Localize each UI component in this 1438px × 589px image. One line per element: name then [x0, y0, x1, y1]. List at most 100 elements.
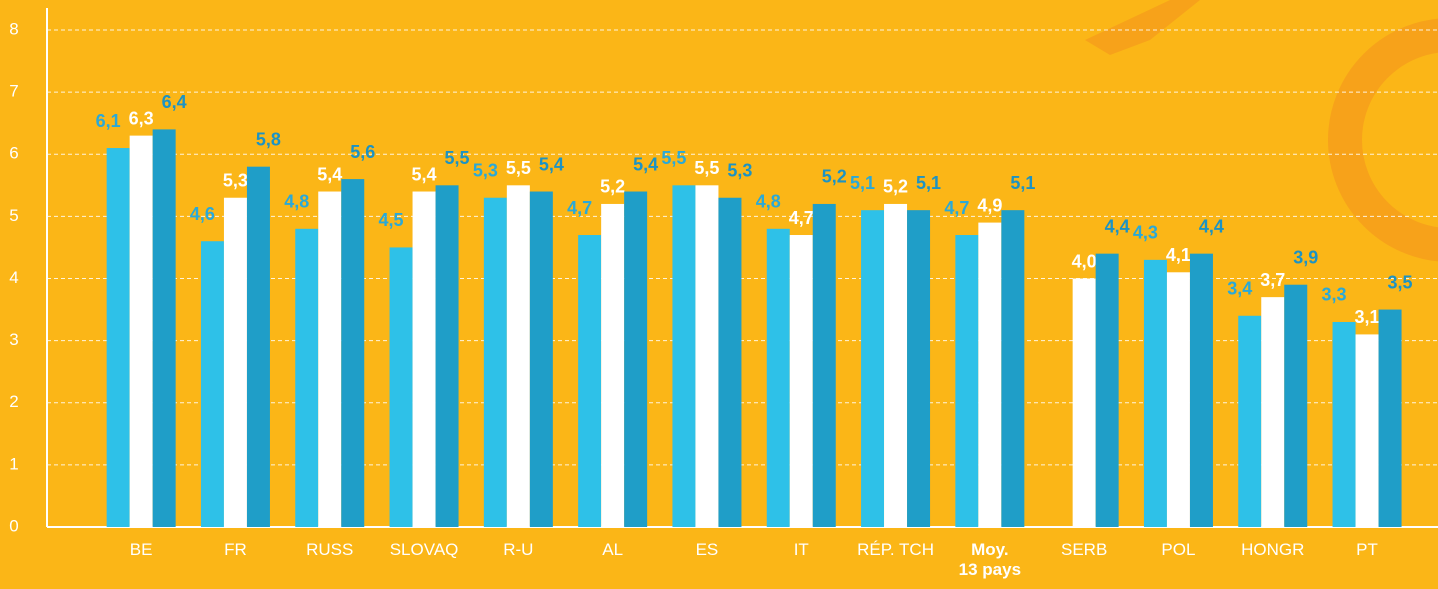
bar — [246, 166, 270, 528]
bar — [1095, 253, 1119, 527]
y-tick-label: 8 — [9, 19, 18, 38]
bar — [1284, 284, 1308, 527]
value-label: 5,8 — [256, 129, 281, 149]
bar — [1143, 259, 1167, 527]
bar — [718, 197, 742, 528]
value-label: 3,9 — [1293, 247, 1318, 267]
x-tick-label: AL — [602, 540, 624, 559]
bar — [789, 235, 813, 527]
bar — [129, 135, 153, 528]
x-tick-label: POL — [1161, 540, 1196, 559]
value-label: 3,4 — [1227, 279, 1252, 299]
x-tick-label: SERB — [1060, 540, 1108, 559]
value-label: 5,3 — [223, 170, 248, 190]
value-label: 4,1 — [1166, 245, 1191, 265]
bar — [389, 247, 413, 527]
value-label: 4,4 — [1199, 216, 1224, 236]
bar — [295, 228, 319, 528]
bar — [861, 210, 885, 527]
value-label: 5,4 — [412, 164, 437, 184]
x-tick-label: RÉP. TCH — [857, 540, 934, 559]
bar — [578, 235, 602, 527]
value-label: 4,9 — [977, 195, 1002, 215]
bar — [435, 185, 459, 527]
bar — [766, 228, 790, 528]
value-label: 4,7 — [789, 208, 814, 228]
y-tick-label: 3 — [9, 330, 18, 349]
value-label: 5,2 — [600, 177, 625, 197]
value-label: 4,8 — [756, 192, 781, 212]
x-tick-label: PT — [1356, 540, 1378, 559]
value-label: 4,4 — [1105, 216, 1130, 236]
bar — [1166, 272, 1190, 527]
value-label: 5,5 — [694, 158, 719, 178]
value-label: 5,1 — [1010, 173, 1035, 193]
bar — [152, 129, 176, 527]
bar — [695, 185, 719, 527]
bar — [672, 185, 696, 527]
y-tick-label: 6 — [9, 144, 18, 163]
value-label: 5,6 — [350, 142, 375, 162]
bar — [318, 191, 342, 527]
bar — [884, 203, 908, 527]
bar — [978, 222, 1002, 527]
x-tick-label: R-U — [503, 540, 534, 559]
bar — [624, 191, 648, 527]
bar — [1355, 334, 1379, 527]
value-label: 5,1 — [850, 173, 875, 193]
value-label: 3,5 — [1388, 272, 1413, 292]
x-tick-label: RUSS — [306, 540, 354, 559]
x-tick-label: HONGR — [1241, 540, 1305, 559]
value-label: 5,5 — [445, 148, 470, 168]
value-label: 3,1 — [1355, 307, 1380, 327]
value-label: 4,7 — [944, 198, 969, 218]
y-tick-label: 0 — [9, 516, 18, 535]
y-tick-label: 1 — [9, 454, 18, 473]
bar — [1332, 321, 1356, 527]
bar — [200, 241, 224, 527]
value-label: 4,0 — [1072, 251, 1097, 271]
x-tick-label: SLOVAQ — [389, 540, 459, 559]
bar — [1001, 210, 1025, 527]
value-label: 4,5 — [379, 210, 404, 230]
bar — [1261, 297, 1285, 527]
bar — [506, 185, 530, 527]
value-label: 5,5 — [661, 148, 686, 168]
value-label: 5,3 — [727, 160, 752, 180]
value-label: 5,4 — [539, 154, 564, 174]
x-tick-label: FR — [224, 540, 247, 559]
bar — [1238, 315, 1262, 527]
bar — [483, 197, 507, 528]
value-label: 5,4 — [633, 154, 658, 174]
value-label: 5,2 — [883, 177, 908, 197]
value-label: 6,1 — [96, 111, 121, 131]
bar — [341, 179, 365, 527]
bar — [412, 191, 436, 527]
decoration — [1085, 0, 1200, 55]
value-label: 5,1 — [916, 173, 941, 193]
bar — [907, 210, 931, 527]
y-tick-label: 7 — [9, 82, 18, 101]
bar — [812, 203, 836, 527]
bar — [529, 191, 553, 527]
x-tick-label: Moy. 13 pays — [958, 540, 1022, 579]
bar — [1378, 309, 1402, 527]
bar — [601, 203, 625, 527]
bar — [223, 197, 247, 528]
y-tick-label: 4 — [9, 268, 18, 287]
bar — [106, 148, 130, 527]
y-tick-label: 2 — [9, 392, 18, 411]
value-label: 4,3 — [1133, 223, 1158, 243]
value-label: 6,4 — [162, 92, 187, 112]
decoration — [1328, 18, 1438, 262]
value-label: 5,3 — [473, 160, 498, 180]
value-label: 4,8 — [284, 192, 309, 212]
value-label: 4,7 — [567, 198, 592, 218]
x-tick-label: BE — [129, 540, 153, 559]
x-tick-label: IT — [793, 540, 809, 559]
value-label: 4,6 — [190, 204, 215, 224]
value-label: 5,4 — [317, 164, 342, 184]
bar — [1189, 253, 1213, 527]
